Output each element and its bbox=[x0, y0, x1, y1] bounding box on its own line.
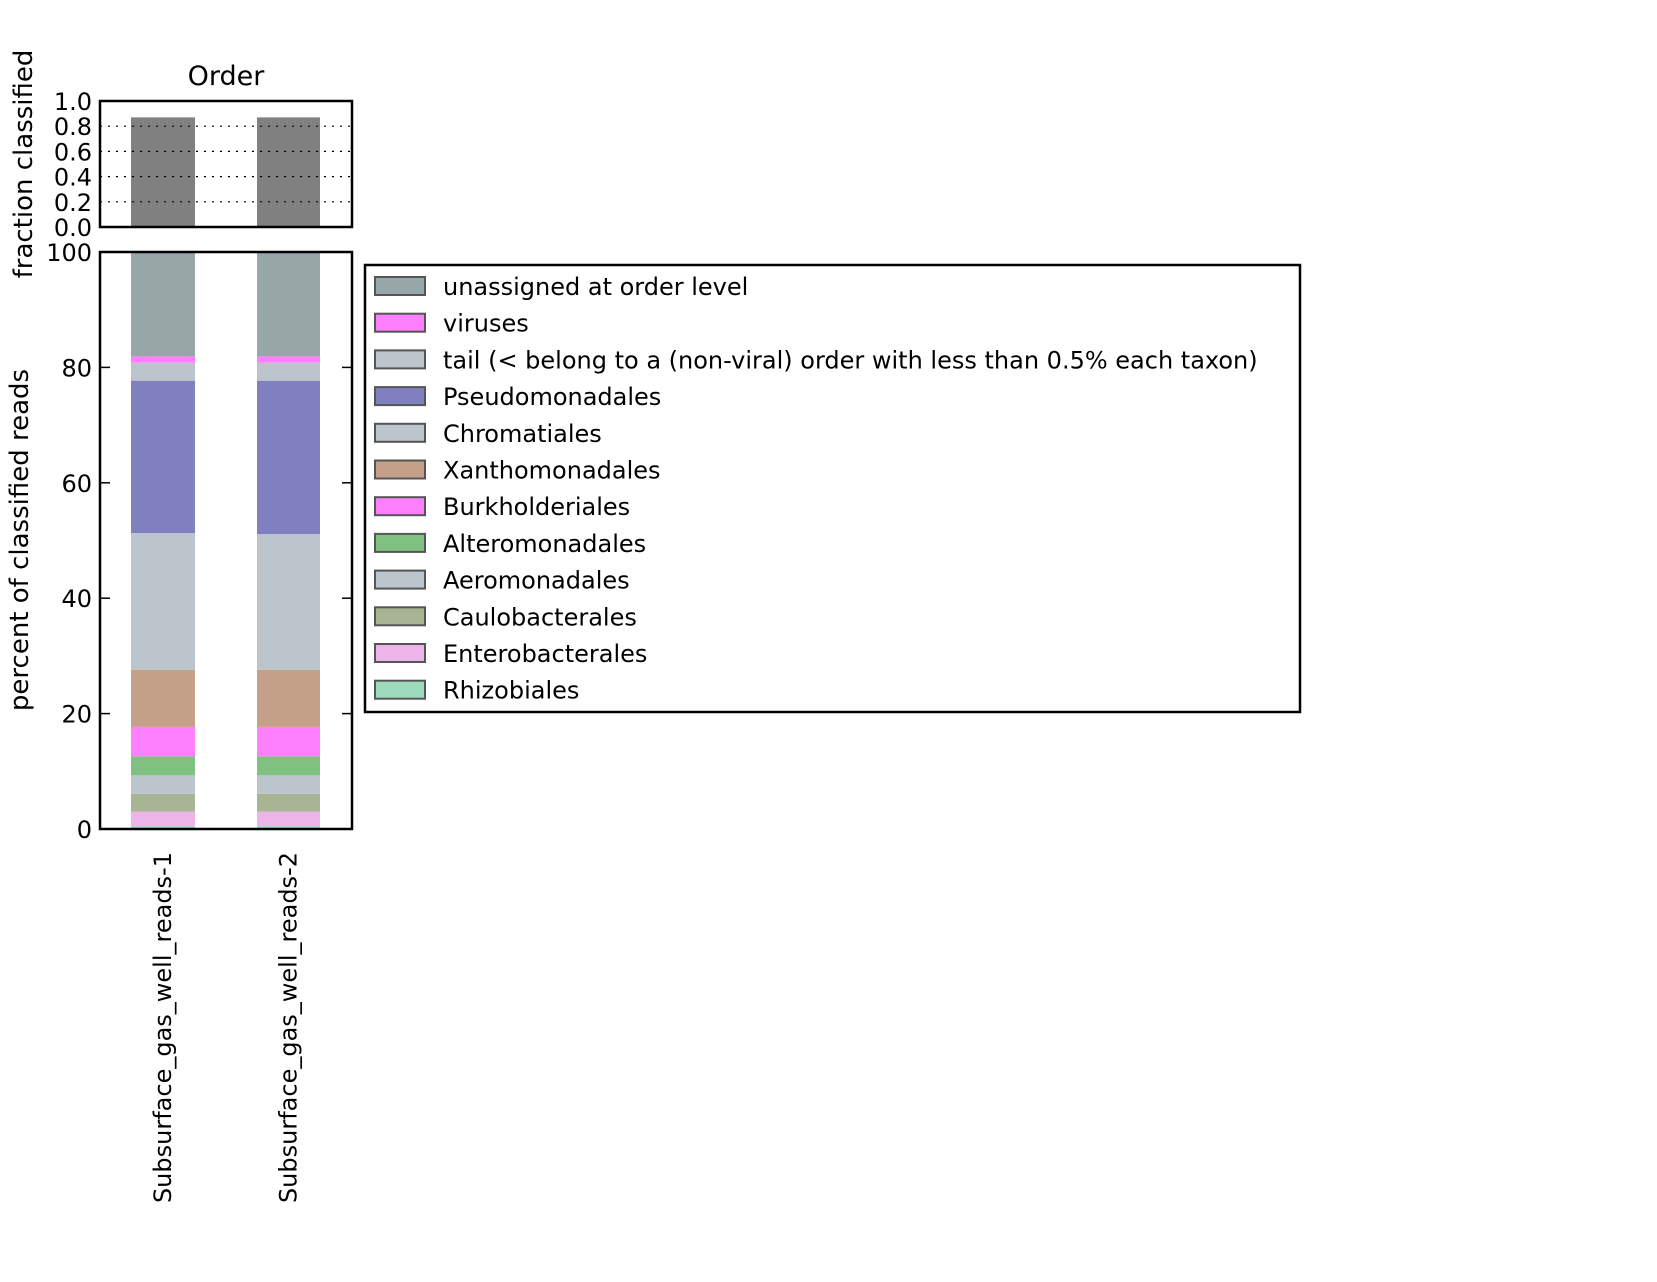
legend-frame bbox=[363, 263, 1302, 714]
legend-swatch bbox=[374, 679, 426, 700]
stacked-segment bbox=[131, 532, 195, 670]
legend-swatch bbox=[374, 606, 426, 627]
legend-swatch bbox=[374, 569, 426, 590]
y-tick-label: 0 bbox=[77, 816, 92, 844]
stacked-segment bbox=[131, 811, 195, 827]
stacked-segment bbox=[131, 793, 195, 812]
legend-label: Aeromonadales bbox=[443, 567, 630, 595]
legend-swatch bbox=[374, 276, 426, 296]
fraction-classified-axes: 0.00.20.40.60.81.0 bbox=[54, 88, 354, 242]
axes-frame bbox=[98, 99, 354, 229]
legend-label: Pseudomonadales bbox=[443, 383, 661, 411]
legend-swatch bbox=[374, 496, 426, 517]
fraction-bar bbox=[131, 117, 195, 227]
stacked-segment bbox=[257, 793, 320, 812]
stacked-segment bbox=[131, 826, 195, 829]
stacked-segment bbox=[131, 669, 195, 727]
legend-swatch bbox=[374, 386, 426, 407]
stacked-segment bbox=[257, 756, 320, 776]
stacked-segment bbox=[257, 356, 320, 363]
chart-title: Order bbox=[188, 61, 266, 92]
y-tick-label: 20 bbox=[61, 701, 92, 729]
stacked-segment bbox=[131, 356, 195, 363]
stacked-segment bbox=[257, 362, 320, 381]
legend-swatch bbox=[374, 349, 426, 370]
stacked-segment bbox=[257, 811, 320, 827]
stacked-segment bbox=[131, 252, 195, 357]
y-tick-label: 100 bbox=[46, 239, 92, 267]
axes-frame bbox=[98, 250, 354, 831]
stacked-segment bbox=[257, 775, 320, 794]
x-tick-label: Subsurface_gas_well_reads-1 bbox=[149, 852, 177, 1203]
stacked-segment bbox=[257, 380, 320, 535]
stacked-segment bbox=[131, 775, 195, 794]
legend-label: Enterobacterales bbox=[443, 640, 647, 668]
y-tick-label: 60 bbox=[61, 470, 92, 498]
y-tick-label: 0.4 bbox=[54, 164, 92, 192]
stacked-segment bbox=[131, 756, 195, 776]
stacked-segment bbox=[257, 534, 320, 670]
y-tick-label: 0.6 bbox=[54, 138, 92, 166]
legend-label: tail (< belong to a (non-viral) order wi… bbox=[443, 346, 1258, 374]
y-tick-label: 40 bbox=[61, 585, 92, 613]
percent-reads-axes: 0 20 40 60 80 100 bbox=[46, 239, 354, 844]
x-tick-label: Subsurface_gas_well_reads-2 bbox=[275, 852, 303, 1203]
y-tick-label: 1.0 bbox=[54, 88, 92, 116]
stacked-segment bbox=[257, 669, 320, 727]
legend-label: viruses bbox=[443, 310, 529, 338]
stacked-segment bbox=[257, 826, 320, 829]
legend-label: unassigned at order level bbox=[443, 273, 748, 301]
legend-label: Xanthomonadales bbox=[443, 457, 661, 485]
legend-label: Chromatiales bbox=[443, 420, 602, 448]
stacked-segment bbox=[131, 362, 195, 381]
legend: unassigned at order level viruses tail (< … bbox=[363, 263, 1302, 714]
legend-swatch bbox=[374, 312, 426, 333]
stacked-segment bbox=[131, 380, 195, 533]
stacked-segment bbox=[257, 726, 320, 757]
fraction-bar bbox=[257, 117, 320, 227]
legend-swatch bbox=[374, 643, 426, 663]
stacked-segment bbox=[257, 252, 320, 357]
bottom-y-axis-label: percent of classified reads bbox=[5, 369, 35, 711]
legend-label: Rhizobiales bbox=[443, 677, 579, 705]
legend-label: Caulobacterales bbox=[443, 603, 637, 631]
legend-label: Burkholderiales bbox=[443, 493, 630, 521]
y-tick-label: 0.0 bbox=[54, 214, 92, 242]
legend-swatch bbox=[374, 459, 426, 480]
y-tick-label: 0.2 bbox=[54, 189, 92, 217]
stacked-segment bbox=[131, 726, 195, 757]
y-tick-label: 80 bbox=[61, 354, 92, 382]
legend-label: Alteromonadales bbox=[443, 530, 646, 558]
legend-swatch bbox=[374, 422, 426, 443]
x-tick-labels: Subsurface_gas_well_reads-1 Subsurface_ga… bbox=[149, 852, 303, 1203]
legend-swatch bbox=[374, 532, 426, 553]
top-y-axis-label: fraction classified bbox=[9, 50, 39, 279]
y-tick-label: 0.8 bbox=[54, 113, 92, 141]
